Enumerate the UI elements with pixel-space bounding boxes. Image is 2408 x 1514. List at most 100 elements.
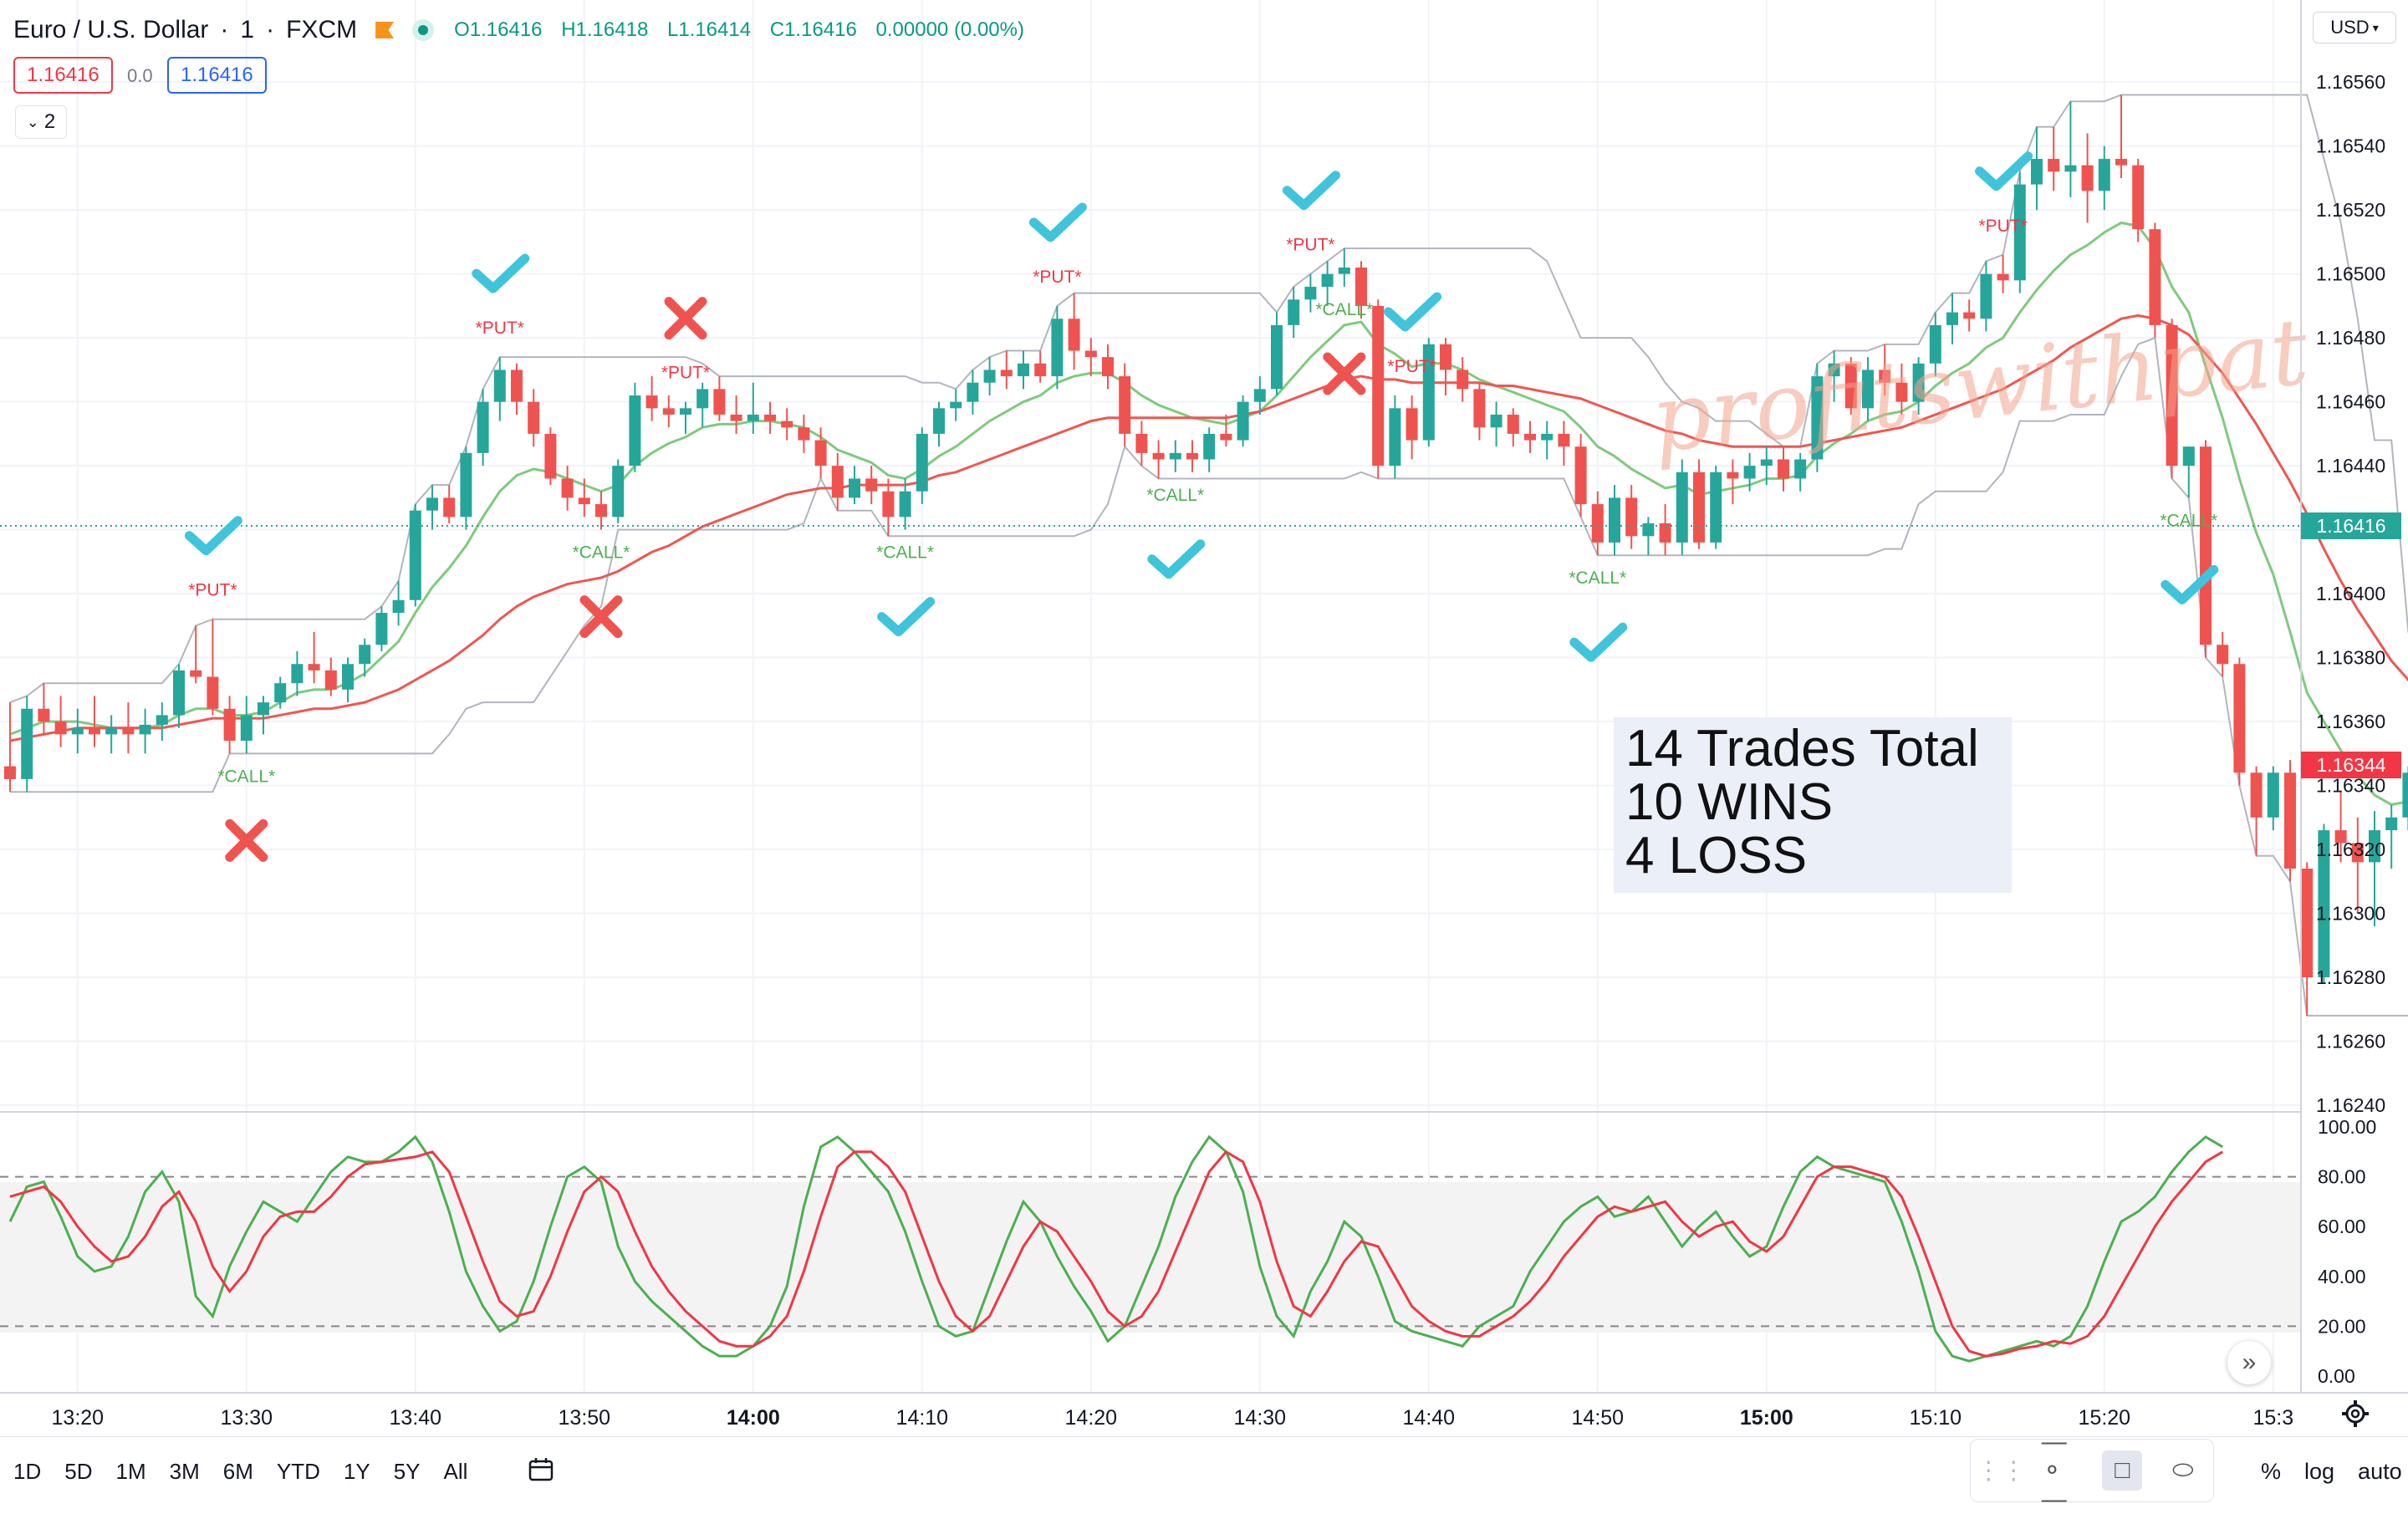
candle-body bbox=[916, 433, 928, 492]
symbol-header[interactable]: Euro / U.S. Dollar · 1 · FXCM O1.16416 H… bbox=[13, 12, 1038, 48]
price-tick-label: 1.16500 bbox=[2316, 263, 2385, 285]
range-all[interactable]: All bbox=[443, 1459, 468, 1484]
candle-body bbox=[477, 401, 489, 453]
candle-body bbox=[2217, 645, 2229, 665]
candle-body bbox=[1084, 350, 1097, 358]
interval[interactable]: 1 bbox=[240, 16, 255, 43]
candle-body bbox=[814, 440, 827, 466]
price-axis[interactable]: 1.16560 1.16540 1.16520 1.16500 1.16480 1.164… bbox=[2316, 71, 2385, 1116]
candle-body bbox=[105, 727, 118, 735]
moving-averages bbox=[9, 221, 2408, 807]
candle-body bbox=[342, 664, 354, 690]
time-tick-label: 15:3 bbox=[2252, 1406, 2293, 1430]
candle-body bbox=[207, 676, 219, 709]
oscillator-axis[interactable]: 100.00 80.00 60.00 40.00 20.00 0.00 bbox=[2318, 1116, 2376, 1387]
current-price-tag: 1.16416 bbox=[2301, 512, 2401, 539]
range-1m[interactable]: 1M bbox=[115, 1459, 146, 1484]
rectangle-tool-icon[interactable]: □ bbox=[2102, 1450, 2143, 1491]
time-tick-label: 14:10 bbox=[896, 1406, 949, 1430]
buy-button[interactable]: 1.16416 bbox=[167, 57, 267, 94]
candle-body bbox=[2301, 869, 2314, 978]
oscillator-tick-label: 100.00 bbox=[2318, 1116, 2376, 1138]
candle-body bbox=[1760, 459, 1773, 466]
candle-body bbox=[680, 408, 691, 415]
range-3m[interactable]: 3M bbox=[169, 1459, 200, 1484]
candle-body bbox=[1000, 370, 1013, 377]
range-ytd[interactable]: YTD bbox=[276, 1459, 320, 1484]
chevron-down-icon: ⌄ bbox=[26, 113, 39, 130]
auto-scale-button[interactable]: auto bbox=[2358, 1459, 2402, 1484]
candle-body bbox=[1743, 466, 1756, 479]
oscillator-levels bbox=[0, 1175, 2301, 1328]
time-tick-label: 13:50 bbox=[559, 1406, 611, 1430]
range-5y[interactable]: 5Y bbox=[393, 1459, 421, 1484]
drag-handle-icon[interactable]: ⋮⋮ bbox=[1976, 1456, 2027, 1485]
scroll-to-realtime-button[interactable]: » bbox=[2227, 1341, 2271, 1384]
time-tick-label: 13:30 bbox=[221, 1406, 273, 1430]
candle-body bbox=[2402, 772, 2408, 818]
candle-body bbox=[1355, 268, 1367, 306]
currency-select[interactable]: USD ▾ bbox=[2313, 12, 2396, 43]
ellipse-tool-icon[interactable]: ⬭ bbox=[2171, 1456, 2194, 1484]
candle-body bbox=[730, 414, 742, 421]
low-value: L1.16414 bbox=[666, 18, 752, 41]
candle-body bbox=[122, 727, 135, 735]
price-tick-label: 1.16380 bbox=[2316, 647, 2385, 669]
range-1y[interactable]: 1Y bbox=[343, 1459, 370, 1484]
call-signal-label: *CALL* bbox=[1315, 300, 1373, 319]
currency-label: USD bbox=[2330, 17, 2370, 38]
win-check-icon bbox=[2161, 564, 2219, 604]
log-scale-button[interactable]: log bbox=[2304, 1459, 2335, 1484]
range-5d[interactable]: 5D bbox=[64, 1459, 93, 1484]
price-tick-label: 1.16440 bbox=[2316, 455, 2385, 477]
price-channel bbox=[9, 94, 2408, 1017]
candle-body bbox=[1778, 459, 1789, 479]
candle-body bbox=[1473, 389, 1486, 428]
symbol-name[interactable]: Euro / U.S. Dollar bbox=[13, 16, 209, 43]
time-tick-label: 14:50 bbox=[1572, 1406, 1625, 1430]
percent-scale-button[interactable]: % bbox=[2261, 1459, 2282, 1484]
range-6m[interactable]: 6M bbox=[222, 1459, 253, 1484]
candle-body bbox=[2048, 159, 2060, 172]
chart-canvas[interactable]: *PUT* *CALL* *PUT* *CALL* *PUT* *CALL* *PUT* *C… bbox=[0, 0, 2408, 1436]
candle-body bbox=[528, 401, 540, 434]
settings-gear-icon[interactable] bbox=[2341, 1399, 2370, 1428]
candle-body bbox=[4, 766, 16, 779]
candle-body bbox=[1237, 401, 1249, 441]
put-signal-label: *PUT* bbox=[661, 364, 710, 383]
sell-button[interactable]: 1.16416 bbox=[13, 57, 113, 94]
win-check-icon bbox=[1282, 171, 1340, 211]
scale-mode-buttons: % log auto bbox=[2237, 1459, 2402, 1485]
candle-body bbox=[1018, 363, 1029, 377]
time-axis[interactable]: 13:20 13:30 13:40 13:50 14:00 14:10 14:20 14:30… bbox=[52, 1406, 2294, 1430]
flag-icon bbox=[375, 22, 395, 38]
candle-body bbox=[1963, 312, 1976, 319]
candle-body bbox=[426, 497, 438, 511]
oscillator-tick-label: 0.00 bbox=[2318, 1365, 2355, 1387]
moving-average-fast-line bbox=[9, 221, 2408, 807]
win-check-icon bbox=[1384, 292, 1442, 332]
calendar-goto-icon[interactable] bbox=[528, 1457, 555, 1482]
candle-body bbox=[2064, 165, 2077, 172]
trade-signals: *PUT* *CALL* *PUT* *CALL* *PUT* *CALL* *PUT* *C… bbox=[188, 217, 2217, 787]
candle-body bbox=[1727, 472, 1739, 479]
candle-body bbox=[1457, 370, 1469, 390]
market-status-icon[interactable] bbox=[412, 19, 435, 41]
candle-body bbox=[2031, 159, 2043, 185]
indicators-collapse-button[interactable]: ⌄ 2 bbox=[15, 105, 67, 139]
double-chevron-right-icon: » bbox=[2242, 1348, 2257, 1376]
price-tick-label: 1.16260 bbox=[2316, 1031, 2385, 1053]
indicator-count: 2 bbox=[43, 110, 56, 133]
candle-body bbox=[831, 466, 844, 498]
close-price-tag: 1.16344 bbox=[2301, 752, 2401, 778]
oscillator-tick-label: 20.00 bbox=[2318, 1315, 2366, 1337]
trade-result-marks bbox=[184, 151, 2219, 862]
candle-body bbox=[950, 401, 962, 409]
candle-body bbox=[1034, 363, 1047, 377]
price-tick-label: 1.16460 bbox=[2316, 391, 2385, 413]
candle-body bbox=[1524, 433, 1536, 441]
horizontal-line-tool-icon[interactable]: —⚬— bbox=[2041, 1427, 2067, 1513]
candle-body bbox=[544, 433, 557, 479]
range-1d[interactable]: 1D bbox=[13, 1459, 42, 1484]
price-tick-label: 1.16320 bbox=[2316, 839, 2385, 860]
